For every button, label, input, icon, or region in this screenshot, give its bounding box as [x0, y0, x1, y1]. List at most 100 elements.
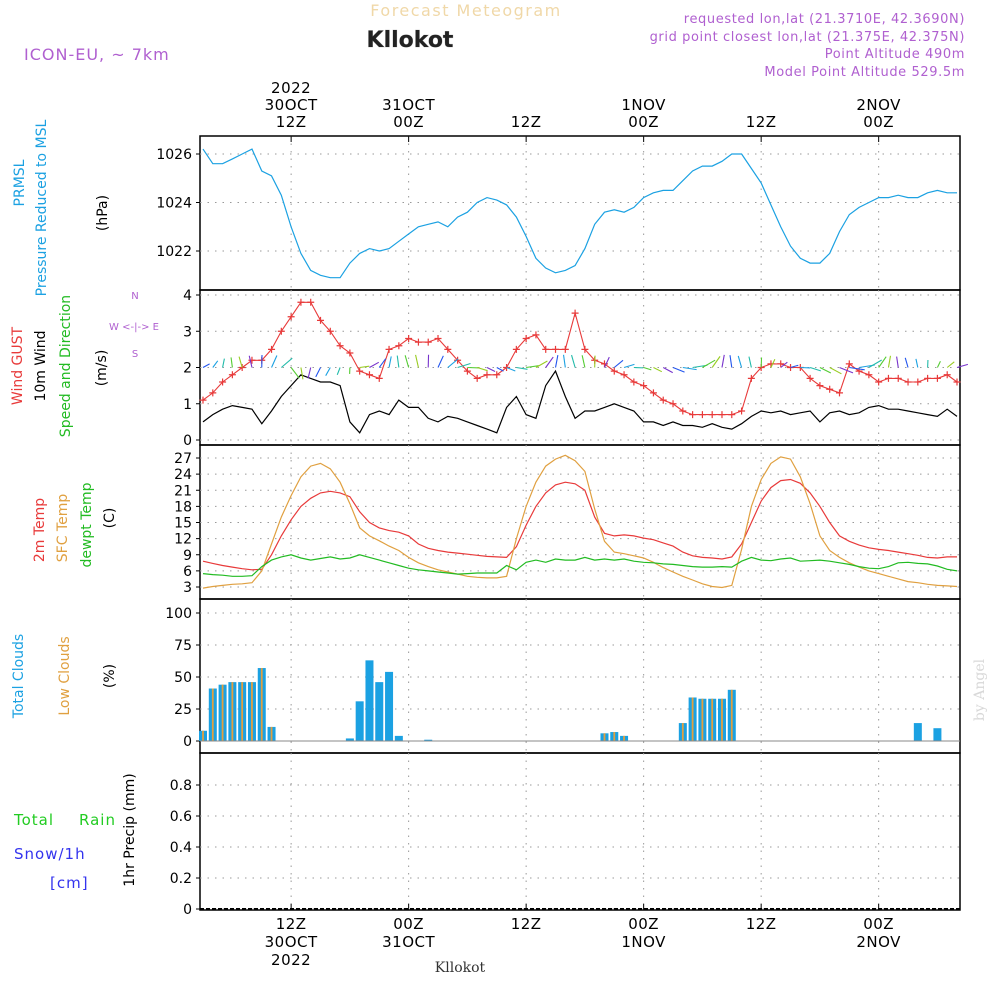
temperature-ytick-label: 21	[174, 483, 192, 499]
wind-direction-arrow	[369, 361, 380, 368]
wind-direction-arrow	[336, 367, 341, 376]
wind-direction-arrow	[603, 356, 610, 368]
gust-point	[503, 364, 511, 371]
top-time-label: 12Z	[746, 113, 777, 131]
tsfc-label: SFC Temp	[55, 494, 71, 563]
gust-point	[209, 389, 217, 397]
product-title: Forecast Meteogram	[370, 1, 561, 20]
low-cloud-bar	[603, 733, 606, 741]
gust-point	[248, 356, 256, 364]
clouds-ytick-label: 25	[174, 702, 192, 718]
bottom-time-label: 00Z	[628, 915, 659, 933]
bottom-time-label: 00Z	[863, 915, 894, 933]
gust-point	[679, 407, 687, 415]
total-clouds-label: Total Clouds	[11, 634, 27, 719]
gust-point	[287, 313, 295, 321]
precip-ylabel: 1hr Precip (mm)	[122, 773, 138, 886]
bottom-time-label: 1NOV	[621, 933, 666, 951]
gust-point	[493, 371, 501, 379]
pressure-ytick-label: 1024	[156, 196, 192, 212]
temperature-series-sfc-temp	[202, 454, 958, 589]
gust-point	[718, 411, 726, 419]
top-time-label: 30OCT	[265, 96, 318, 114]
gust-point	[571, 309, 579, 317]
low-cloud-bar	[701, 698, 704, 741]
bottom-time-label: 12Z	[276, 915, 307, 933]
wind-direction-arrow	[729, 355, 733, 368]
wind-direction-arrow	[290, 367, 300, 379]
wind-direction-arrow	[711, 356, 721, 368]
gust-point	[865, 371, 873, 379]
wind-direction-arrow	[554, 355, 559, 368]
wind-direction-arrow	[839, 366, 854, 374]
low-cloud-bar	[211, 688, 214, 741]
wind-direction-arrow	[447, 358, 459, 368]
pressure-frame	[199, 135, 961, 291]
pressure-label-2: Pressure Reduced to MSL	[34, 119, 50, 296]
low-cloud-bar	[241, 682, 244, 741]
wind-direction-arrow	[238, 356, 243, 368]
wind-direction-arrow	[315, 367, 321, 378]
gust-point	[356, 367, 364, 375]
point-altitude: Point Altitude 490m	[825, 47, 965, 62]
top-time-label: 2022	[271, 79, 311, 97]
top-time-label: 00Z	[863, 113, 894, 131]
gust-point	[649, 389, 657, 397]
total-cloud-bar	[375, 682, 384, 741]
gust-point	[424, 338, 432, 346]
credit-label: by Angel	[972, 658, 988, 721]
compass-we: W <-|-> E	[109, 322, 159, 333]
wind-direction-arrow	[271, 355, 278, 368]
low-cloud-bar	[721, 698, 723, 741]
wind-direction-arrow	[819, 367, 832, 374]
wind-direction-arrow	[790, 364, 799, 369]
total-rain-label-1: Total	[13, 811, 54, 829]
wind-direction-arrow	[915, 358, 919, 368]
model-altitude: Model Point Altitude 529.5m	[764, 65, 965, 80]
footer-location: Kllokot	[435, 960, 486, 976]
clouds-panel: 0 25 50 75 100	[165, 598, 961, 754]
wind-direction-arrow	[437, 355, 444, 368]
precip-ytick-label: 0.6	[170, 809, 192, 825]
wind-direction-arrow	[829, 367, 842, 375]
wind-direction-arrow	[868, 359, 882, 368]
precip-panel: 0 0.2 0.4 0.6 0.8	[170, 752, 961, 918]
clouds-ytick-label: 75	[174, 638, 192, 654]
clouds-ylabel: (%)	[102, 664, 118, 688]
wind-direction-arrow	[477, 366, 488, 372]
top-time-label: 1NOV	[621, 96, 666, 114]
gust-point	[581, 345, 589, 353]
bottom-time-label: 2NOV	[856, 933, 901, 951]
total-cloud-bar	[345, 738, 354, 741]
wind-direction-arrow	[248, 355, 253, 368]
wind-direction-arrow	[202, 363, 210, 368]
wind-ytick-label: 4	[183, 288, 192, 304]
wind-direction-arrow	[359, 365, 370, 369]
temperature-ytick-label: 24	[174, 467, 192, 483]
gust-point	[953, 378, 961, 386]
gust-point	[943, 371, 951, 379]
wind-direction-arrow	[325, 367, 331, 376]
clouds-panel-labels: Total Clouds Low Clouds (%)	[11, 634, 118, 719]
gust-point	[630, 378, 638, 386]
wind-direction-arrow	[643, 366, 652, 371]
wind-ytick-label: 3	[183, 324, 192, 340]
wind-direction-arrow	[378, 358, 387, 368]
temperature-ytick-label: 6	[183, 564, 192, 580]
precip-ytick-label: 0	[183, 902, 192, 918]
bottom-time-label: 2022	[271, 951, 311, 969]
wind-direction-arrow	[396, 355, 400, 368]
clouds-ytick-label: 50	[174, 670, 192, 686]
pressure-panel: 1022 1024 1026	[156, 135, 961, 291]
gust-point	[552, 345, 560, 353]
compass-s: S	[132, 349, 138, 360]
gust-point	[561, 345, 569, 353]
gust-point	[365, 371, 373, 379]
wind-direction-arrow	[904, 357, 909, 368]
gust-point	[473, 374, 481, 382]
wind-direction-arrow	[946, 361, 955, 368]
wind-direction-arrow	[936, 361, 941, 368]
wind-direction-arrow	[280, 357, 293, 368]
